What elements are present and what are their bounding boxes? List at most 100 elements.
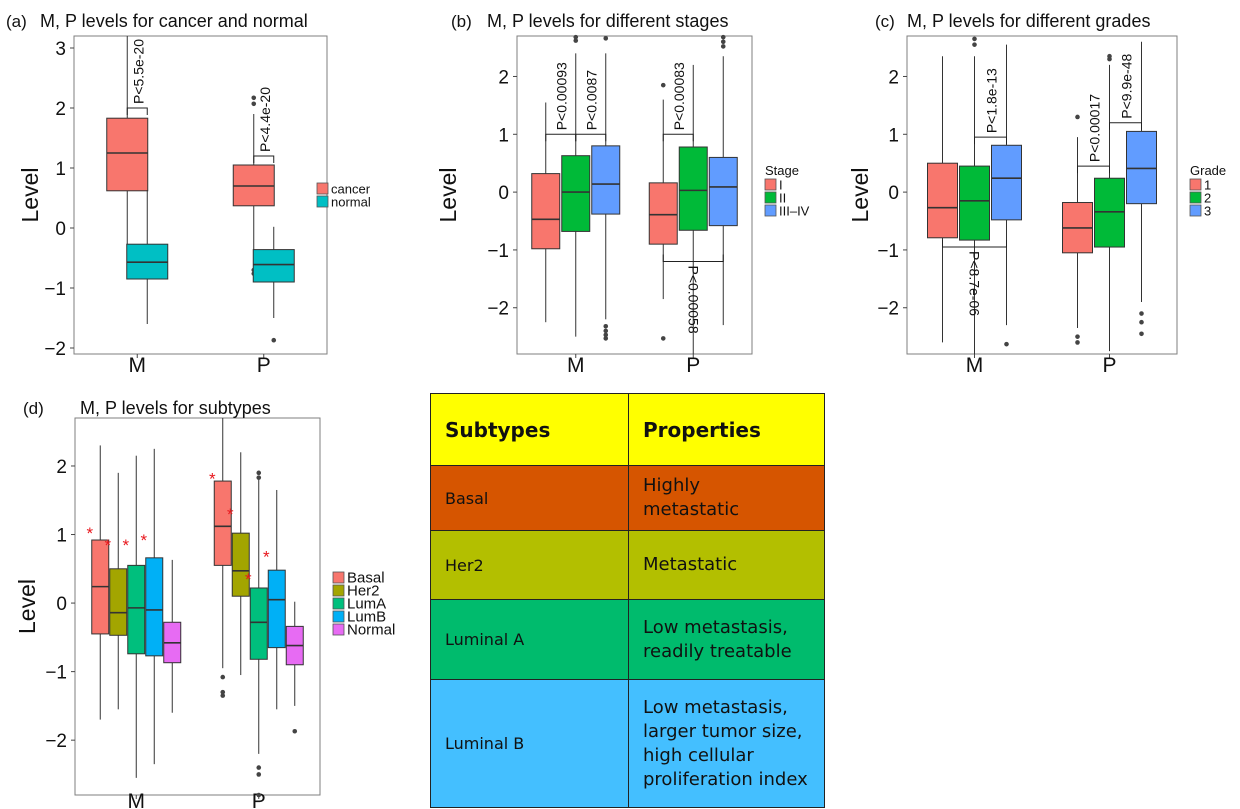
table-row: Luminal A Low metastasis, readily treata… [430,599,825,680]
y-tick-label: 0 [888,183,899,204]
significance-bracket [575,133,607,142]
y-tick-label: −2 [487,299,509,320]
y-tick-label: 1 [888,125,899,146]
significance-star: * [263,547,270,566]
box [267,569,286,649]
properties-cell: Metastatic [628,530,825,600]
outlier-point [1139,319,1144,325]
header-subtypes: Subtypes [430,393,629,466]
outlier-point [220,689,226,695]
y-tick-label: 2 [56,457,67,478]
chart-title: M, P levels for cancer and normal [40,11,308,31]
legend-label: II [779,191,786,206]
legend-label: 3 [1204,204,1211,219]
outlier-point [603,336,609,341]
legend-swatch [316,195,329,208]
legend-swatch [764,191,777,204]
y-tick-label: −1 [45,663,67,684]
x-tick-label: P [1102,354,1116,377]
outlier-point [603,323,609,329]
y-tick-label: −1 [487,241,509,262]
outlier-point [1075,340,1080,345]
outlier-point [573,38,579,43]
box [991,144,1022,221]
y-tick-label: 2 [888,67,899,88]
x-tick-label: M [567,354,585,377]
outlier-point [720,34,726,40]
legend-label: Normal [347,622,395,639]
outlier-point [660,82,666,88]
legend-swatch [1189,191,1202,204]
box [1126,130,1157,205]
outlier-point [603,332,609,338]
y-tick-label: −2 [877,299,899,320]
legend-swatch [332,571,345,584]
legend-label: 1 [1204,178,1211,193]
outlier-point [220,693,226,698]
significance-bracket [662,133,694,142]
legend-swatch [1189,204,1202,217]
box [678,146,708,231]
box [531,173,561,250]
legend-swatch [1189,178,1202,191]
p-value-label: P<0.0087 [584,70,600,131]
outlier-point [251,95,257,101]
y-tick-label: 1 [56,526,67,547]
p-value-label: P<9.9e-48 [1119,54,1135,119]
outlier-point [1139,331,1144,337]
x-tick-label: P [257,354,271,377]
box [708,156,738,227]
panel-label: (d) [23,399,44,418]
box [561,155,591,232]
outlier-point [220,674,226,680]
y-tick-label: −2 [45,731,67,752]
table-header-row: Subtypes Properties [430,393,825,466]
y-tick-label: −1 [44,279,66,300]
outlier-point [256,765,262,770]
legend-swatch [332,610,345,623]
y-tick-label: 0 [498,183,509,204]
y-tick-label: 2 [55,99,66,120]
p-value-label: P<8.7e-06 [967,251,983,316]
significance-star: * [245,570,252,589]
y-tick-label: 0 [55,219,66,240]
box [927,162,958,239]
outlier-point [720,39,726,45]
legend-label: III–IV [779,204,810,219]
box [249,587,268,660]
box [1094,177,1125,248]
x-tick-label: M [129,354,147,377]
significance-bracket [662,254,724,262]
legend-swatch [764,204,777,217]
legend-swatch [332,584,345,597]
significance-star: * [104,536,111,555]
table-row: Luminal B Low metastasis, larger tumor s… [430,679,825,808]
significance-bracket [1077,165,1110,174]
chart-title: M, P levels for different stages [487,11,728,31]
outlier-point [972,36,977,42]
significance-star: * [122,536,129,555]
box [252,249,295,283]
panel-label: (b) [451,12,472,31]
significance-star: * [140,531,147,550]
y-axis-label: Level [435,168,461,223]
table-row: Her2 Metastatic [430,530,825,600]
legend-label: I [779,178,783,193]
p-value-label: P<0.00017 [1087,94,1103,162]
legend-title: Grade [1190,163,1226,178]
significance-star: * [86,524,93,543]
outlier-point [1075,334,1080,339]
outlier-point [972,42,977,47]
outlier-point [1075,114,1080,120]
outlier-point [1107,53,1112,59]
legend-label: cancer [331,182,371,197]
outlier-point [256,772,262,777]
significance-bracket [126,107,148,115]
outlier-point [573,34,579,40]
outlier-point [256,470,262,476]
properties-cell: Low metastasis, larger tumor size, high … [628,679,825,808]
box [127,564,146,655]
outlier-point [256,475,262,480]
p-value-label: P<1.8e-13 [984,68,1000,133]
